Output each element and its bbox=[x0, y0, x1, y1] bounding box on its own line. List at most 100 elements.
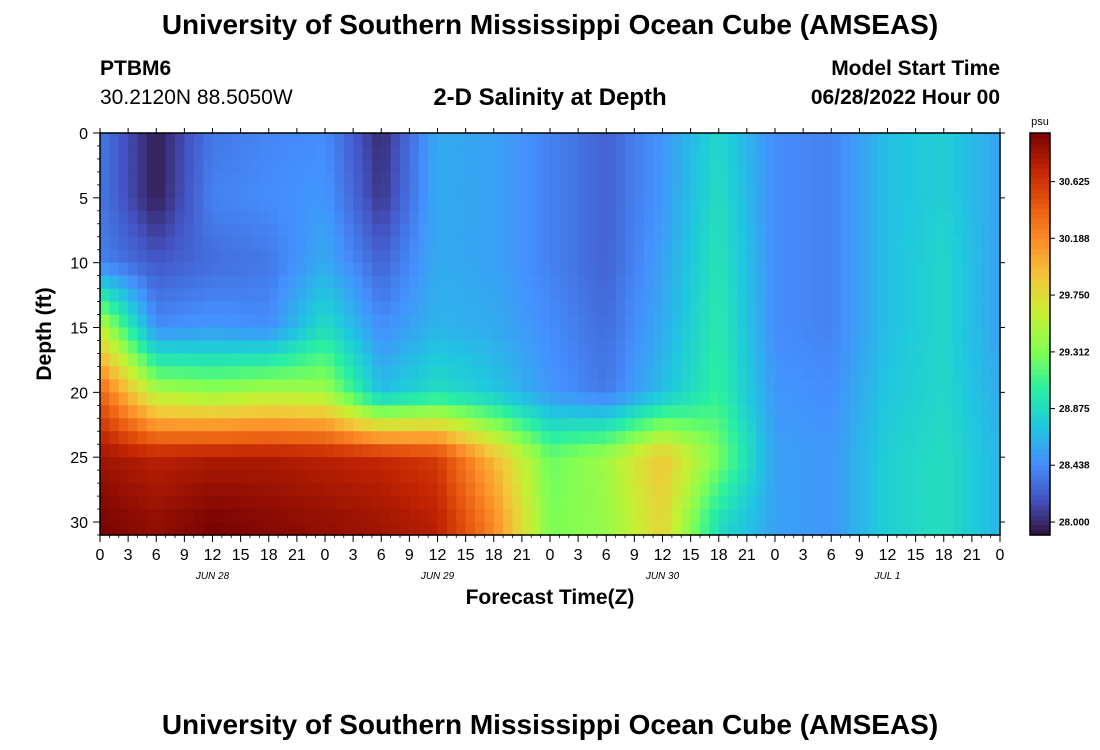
heatmap-cell bbox=[184, 249, 195, 264]
heatmap-cell bbox=[868, 314, 879, 329]
heatmap-cell bbox=[671, 431, 682, 445]
heatmap-cell bbox=[606, 483, 617, 497]
heatmap-cell bbox=[915, 444, 926, 458]
heatmap-cell bbox=[109, 496, 120, 510]
heatmap-cell bbox=[521, 457, 532, 471]
heatmap-cell bbox=[146, 379, 157, 393]
heatmap-cell bbox=[315, 483, 326, 497]
heatmap-cell bbox=[681, 301, 692, 316]
heatmap-cell bbox=[568, 418, 579, 432]
model-start-value: 06/28/2022 Hour 00 bbox=[810, 86, 1000, 109]
colorbar-segment bbox=[1030, 504, 1050, 511]
heatmap-cell bbox=[390, 275, 401, 290]
heatmap-cell bbox=[943, 301, 954, 316]
heatmap-cell bbox=[165, 392, 176, 406]
heatmap-cell bbox=[831, 444, 842, 458]
heatmap-cell bbox=[165, 210, 176, 225]
heatmap-cell bbox=[268, 418, 279, 432]
heatmap-cell bbox=[981, 353, 992, 368]
heatmap-cell bbox=[493, 431, 504, 445]
heatmap-cell bbox=[653, 275, 664, 290]
heatmap-cell bbox=[662, 301, 673, 316]
heatmap-cell bbox=[184, 457, 195, 471]
heatmap-cell bbox=[803, 236, 814, 251]
heatmap-cell bbox=[343, 145, 354, 160]
heatmap-cell bbox=[493, 223, 504, 238]
heatmap-cell bbox=[990, 133, 1001, 147]
heatmap-cell bbox=[990, 366, 1001, 380]
heatmap-cell bbox=[503, 483, 514, 497]
heatmap-cell bbox=[128, 314, 139, 329]
heatmap-cell bbox=[231, 444, 242, 458]
heatmap-cell bbox=[550, 301, 560, 316]
heatmap-cell bbox=[634, 327, 645, 342]
heatmap-cell bbox=[371, 133, 382, 147]
heatmap-cell bbox=[268, 509, 279, 523]
heatmap-cell bbox=[334, 236, 345, 251]
heatmap-cell bbox=[850, 444, 860, 458]
heatmap-cell bbox=[587, 184, 598, 199]
heatmap-cell bbox=[353, 405, 364, 419]
heatmap-cell bbox=[559, 275, 570, 290]
heatmap-cell bbox=[596, 509, 607, 523]
heatmap-cell bbox=[709, 184, 720, 199]
heatmap-cell bbox=[400, 288, 410, 303]
heatmap-cell bbox=[156, 314, 167, 329]
heatmap-cell bbox=[456, 366, 467, 380]
heatmap-cell bbox=[503, 145, 514, 160]
heatmap-cell bbox=[925, 418, 935, 432]
heatmap-cell bbox=[137, 197, 148, 212]
heatmap-cell bbox=[203, 275, 214, 290]
heatmap-cell bbox=[981, 418, 992, 432]
heatmap-cell bbox=[268, 405, 279, 419]
heatmap-cell bbox=[400, 379, 410, 393]
heatmap-cell bbox=[681, 275, 692, 290]
heatmap-cell bbox=[240, 301, 251, 316]
heatmap-cell bbox=[878, 184, 889, 199]
heatmap-cell bbox=[737, 392, 748, 406]
heatmap-cell bbox=[803, 340, 814, 355]
heatmap-cell bbox=[784, 392, 795, 406]
heatmap-cell bbox=[484, 288, 495, 303]
heatmap-cell bbox=[943, 236, 954, 251]
heatmap-cell bbox=[812, 431, 823, 445]
heatmap-cell bbox=[343, 418, 354, 432]
heatmap-cell bbox=[156, 405, 167, 419]
heatmap-cell bbox=[446, 327, 457, 342]
heatmap-cell bbox=[643, 379, 654, 393]
heatmap-cell bbox=[512, 288, 523, 303]
heatmap-cell bbox=[887, 418, 898, 432]
heatmap-cell bbox=[971, 236, 982, 251]
heatmap-cell bbox=[446, 223, 457, 238]
heatmap-cell bbox=[343, 470, 354, 484]
heatmap-cell bbox=[456, 444, 467, 458]
heatmap-cell bbox=[325, 470, 335, 484]
heatmap-cell bbox=[765, 133, 776, 147]
heatmap-cell bbox=[953, 418, 964, 432]
heatmap-cell bbox=[840, 470, 851, 484]
heatmap-cell bbox=[146, 444, 157, 458]
heatmap-cell bbox=[371, 509, 382, 523]
heatmap-cell bbox=[381, 288, 392, 303]
heatmap-cell bbox=[756, 314, 767, 329]
heatmap-cell bbox=[915, 145, 926, 160]
heatmap-cell bbox=[793, 470, 804, 484]
heatmap-cell bbox=[325, 171, 335, 186]
heatmap-cell bbox=[250, 327, 260, 342]
heatmap-cell bbox=[625, 340, 635, 355]
heatmap-cell bbox=[915, 197, 926, 212]
heatmap-cell bbox=[915, 249, 926, 264]
heatmap-cell bbox=[934, 522, 945, 536]
heatmap-cell bbox=[493, 145, 504, 160]
heatmap-cell bbox=[418, 197, 429, 212]
heatmap-cell bbox=[250, 496, 260, 510]
heatmap-cell bbox=[981, 509, 992, 523]
heatmap-cell bbox=[446, 288, 457, 303]
heatmap-cell bbox=[934, 223, 945, 238]
heatmap-cell bbox=[850, 522, 860, 536]
heatmap-cell bbox=[953, 249, 964, 264]
heatmap-cell bbox=[550, 184, 560, 199]
heatmap-cell bbox=[109, 184, 120, 199]
heatmap-cell bbox=[540, 145, 551, 160]
heatmap-cell bbox=[371, 405, 382, 419]
